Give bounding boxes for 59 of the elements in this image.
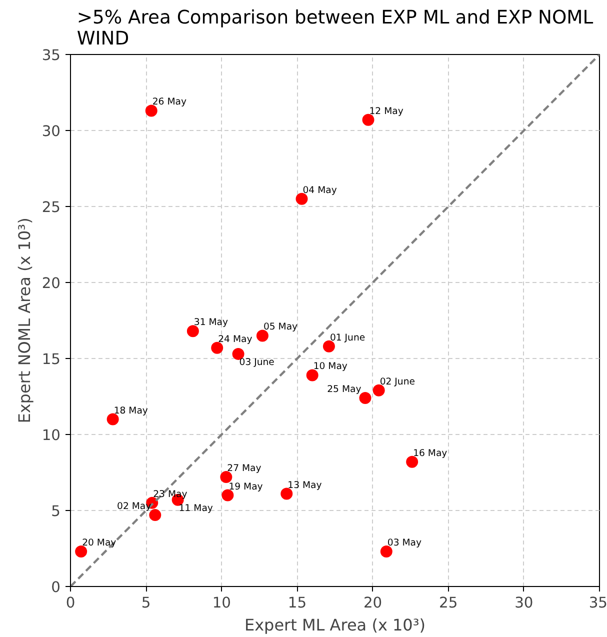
point xyxy=(222,489,234,502)
annotation: 27 May xyxy=(227,463,262,474)
y-axis-title: Expert NOML Area (x 10³) xyxy=(14,218,34,424)
y-tick-label: 15 xyxy=(42,351,61,368)
annotation: 04 May xyxy=(302,184,338,196)
x-tick-label: 25 xyxy=(439,594,458,612)
point xyxy=(296,192,308,205)
point xyxy=(406,456,418,468)
annotation: 25 May xyxy=(327,384,362,396)
x-tick-label: 5 xyxy=(141,594,151,612)
chart-title: >5% Area Comparison between EXP ML and EXP NOML WIND xyxy=(76,8,594,50)
x-axis-title: Expert ML Area (x 10³) xyxy=(244,616,426,634)
point xyxy=(232,348,244,360)
x-tick-label: 30 xyxy=(514,594,534,612)
y-tick-label: 5 xyxy=(51,503,61,520)
annotation: 05 May xyxy=(263,322,298,333)
annotation: 26 May xyxy=(152,96,187,108)
point xyxy=(145,104,158,117)
point xyxy=(306,369,318,382)
annotation: 02 June xyxy=(380,376,416,388)
point xyxy=(372,384,385,396)
annotation: 12 May xyxy=(369,106,404,117)
point xyxy=(362,114,374,126)
annotation: 10 May xyxy=(313,361,348,372)
point xyxy=(106,413,119,426)
point xyxy=(322,340,335,352)
y-tick-label: 0 xyxy=(51,579,61,596)
annotation: 20 May xyxy=(82,538,117,549)
point xyxy=(220,471,232,484)
point xyxy=(149,509,162,522)
x-tick-label: 15 xyxy=(288,594,307,612)
annotation: 01 June xyxy=(330,332,366,344)
x-tick-label: 35 xyxy=(588,594,607,612)
y-tick-label: 30 xyxy=(42,123,61,140)
point xyxy=(211,342,224,354)
annotation: 23 May xyxy=(153,488,188,500)
y-tick-label: 35 xyxy=(42,47,61,64)
x-tick-label: 10 xyxy=(212,594,231,612)
point xyxy=(75,546,88,558)
x-tick-label: 20 xyxy=(363,594,382,612)
annotation: 11 May xyxy=(178,502,214,514)
point xyxy=(359,392,372,404)
annotation: 16 May xyxy=(413,448,448,459)
annotation: 03 June xyxy=(239,356,275,368)
annotation: 03 May xyxy=(387,538,422,549)
x-tick-label: 0 xyxy=(66,594,76,612)
annotation: 18 May xyxy=(114,405,148,416)
annotation: 13 May xyxy=(288,480,322,491)
annotation: 19 May xyxy=(228,481,264,492)
point xyxy=(380,546,392,558)
y-tick-label: 10 xyxy=(42,427,61,444)
annotation: 24 May xyxy=(218,334,253,345)
y-tick-label: 25 xyxy=(42,199,61,216)
point xyxy=(280,488,293,500)
point xyxy=(256,330,268,342)
y-tick-label: 20 xyxy=(42,275,61,292)
annotation: 31 May xyxy=(194,317,229,328)
annotation: 02 May xyxy=(117,501,152,512)
point xyxy=(186,325,199,338)
